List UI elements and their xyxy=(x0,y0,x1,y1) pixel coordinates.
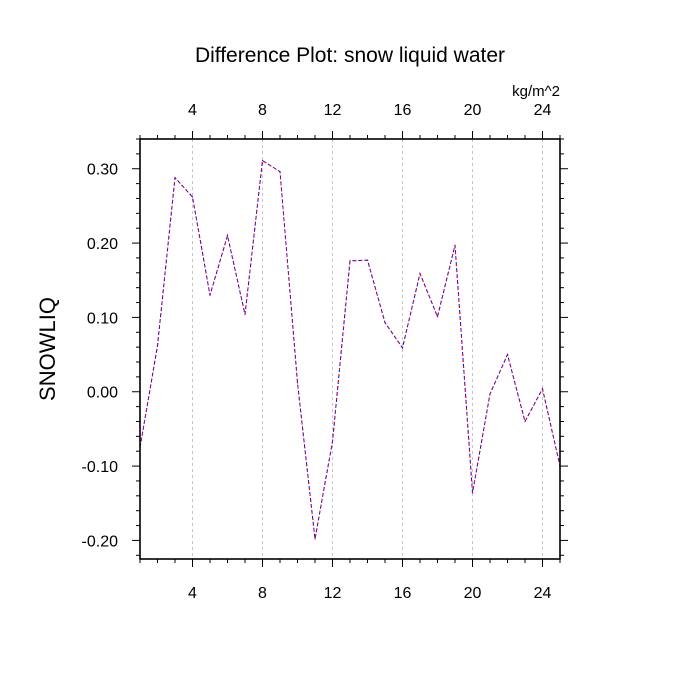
chart-title: Difference Plot: snow liquid water xyxy=(195,44,505,67)
y-tick-label: 0.20 xyxy=(87,236,118,253)
series-line-overlay-red xyxy=(139,159,561,540)
data-point xyxy=(314,538,316,540)
y-tick-label: 0.10 xyxy=(87,310,118,327)
series-line-overlay-blue xyxy=(139,159,561,540)
series-group xyxy=(139,159,561,540)
y-axis-label: SNOWLIQ xyxy=(35,297,60,401)
x-tick-label-top: 20 xyxy=(464,102,482,119)
x-tick-label-bottom: 4 xyxy=(188,585,197,602)
x-tick-label-bottom: 24 xyxy=(534,585,552,602)
y-tick-label: -0.20 xyxy=(82,533,119,550)
data-point xyxy=(296,382,299,384)
data-point xyxy=(174,177,176,179)
data-point xyxy=(436,316,439,318)
x-tick-label-top: 8 xyxy=(258,102,267,119)
data-point xyxy=(524,420,526,423)
x-tick-label-bottom: 20 xyxy=(464,585,482,602)
grid xyxy=(192,139,543,559)
x-tick-label-bottom: 16 xyxy=(394,585,412,602)
data-point xyxy=(244,313,246,316)
y-tick-label: 0.30 xyxy=(87,162,118,179)
data-point xyxy=(471,492,474,494)
x-tick-label-top: 16 xyxy=(394,102,412,119)
x-tick-label-top: 12 xyxy=(324,102,342,119)
data-point xyxy=(279,171,281,173)
x-tick-label-top: 24 xyxy=(534,102,552,119)
data-point xyxy=(156,345,159,347)
data-point xyxy=(209,294,211,296)
units-label: kg/m^2 xyxy=(512,83,560,100)
data-point xyxy=(541,388,544,390)
x-tick-label-bottom: 12 xyxy=(324,585,342,602)
data-point xyxy=(489,393,491,395)
data-point xyxy=(261,159,264,162)
y-tick-label: 0.00 xyxy=(87,385,118,402)
data-point xyxy=(226,235,229,237)
plot-frame xyxy=(139,138,561,560)
x-tick-label-bottom: 8 xyxy=(258,585,267,602)
data-point xyxy=(191,196,194,198)
data-point xyxy=(419,272,421,275)
tick-labels-group: 4 4 8 8 12 12 16 16 20 20 24 24 -0.20 -0.10 0.00 0.10 0.… xyxy=(82,102,552,602)
data-point xyxy=(384,322,386,324)
y-tick-label: -0.10 xyxy=(82,459,119,476)
data-point xyxy=(331,440,334,443)
data-point xyxy=(454,244,456,246)
data-point xyxy=(506,353,509,356)
data-point xyxy=(366,259,369,261)
ticks-group xyxy=(132,131,568,567)
data-point xyxy=(349,260,351,262)
x-tick-label-top: 4 xyxy=(188,102,197,119)
data-point xyxy=(401,347,404,349)
